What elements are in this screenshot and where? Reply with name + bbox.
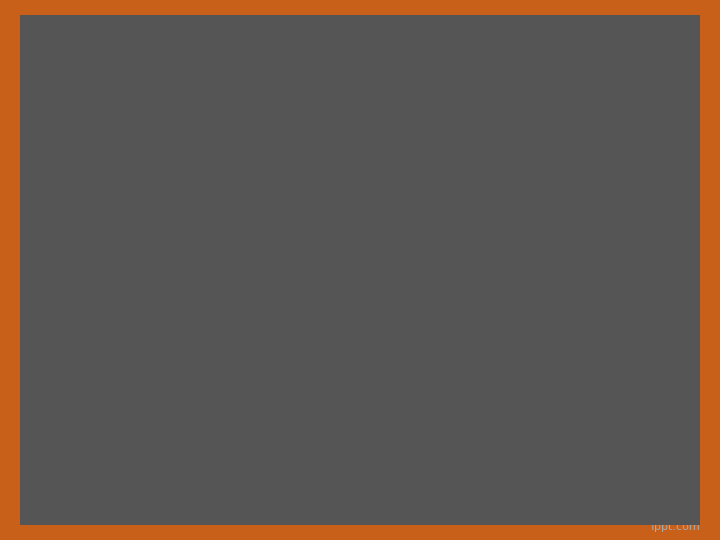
Text: •: • bbox=[38, 125, 50, 145]
FancyBboxPatch shape bbox=[598, 28, 686, 59]
Text: Summing Amplifier: Summing Amplifier bbox=[28, 40, 400, 78]
Text: $V_{OUT}$: $V_{OUT}$ bbox=[628, 198, 653, 212]
FancyBboxPatch shape bbox=[213, 413, 552, 512]
Text: $R_1$: $R_1$ bbox=[348, 112, 361, 126]
Circle shape bbox=[546, 38, 608, 70]
Text: fppt.com: fppt.com bbox=[650, 522, 700, 532]
Text: $V_{IN2}$: $V_{IN2}$ bbox=[253, 188, 272, 202]
Text: $V_{INn}$: $V_{INn}$ bbox=[253, 333, 272, 347]
Text: The inverting
amplifier can accept
two or more inputs
and produce a
weighted sum: The inverting amplifier can accept two o… bbox=[58, 125, 243, 243]
Text: +: + bbox=[468, 70, 510, 118]
Text: $R_n$: $R_n$ bbox=[348, 312, 361, 326]
FancyBboxPatch shape bbox=[253, 103, 687, 397]
Text: $R_3$: $R_3$ bbox=[348, 214, 361, 228]
Text: The sum of the
currents through R₁,
R₂,...,Rₙ is:: The sum of the currents through R₁, R₂,.… bbox=[58, 380, 240, 448]
Text: −: − bbox=[497, 170, 508, 183]
Polygon shape bbox=[552, 71, 603, 102]
Text: Using the same
reasoning as with the
inverting amplifier,
that V⁻ ≈ 0.: Using the same reasoning as with the inv… bbox=[58, 260, 253, 353]
Polygon shape bbox=[485, 140, 565, 270]
Text: +: + bbox=[497, 227, 508, 240]
Text: addition: addition bbox=[625, 38, 661, 47]
Text: $i_{in} = \dfrac{V_1}{R_1} + \dfrac{V_2}{R_2} + ... + \dfrac{V_n}{R_n}$: $i_{in} = \dfrac{V_1}{R_1} + \dfrac{V_2}… bbox=[265, 437, 500, 488]
Text: •: • bbox=[38, 380, 50, 400]
Text: $V_{IN3}$: $V_{IN3}$ bbox=[253, 235, 272, 249]
FancyBboxPatch shape bbox=[435, 23, 688, 150]
Polygon shape bbox=[585, 102, 603, 133]
Text: $R_f$: $R_f$ bbox=[513, 84, 526, 98]
Text: $R_2$: $R_2$ bbox=[348, 167, 361, 181]
FancyBboxPatch shape bbox=[541, 32, 613, 60]
Text: $V_{IN1}$: $V_{IN1}$ bbox=[253, 133, 272, 147]
Text: •: • bbox=[38, 260, 50, 280]
Polygon shape bbox=[552, 102, 570, 133]
